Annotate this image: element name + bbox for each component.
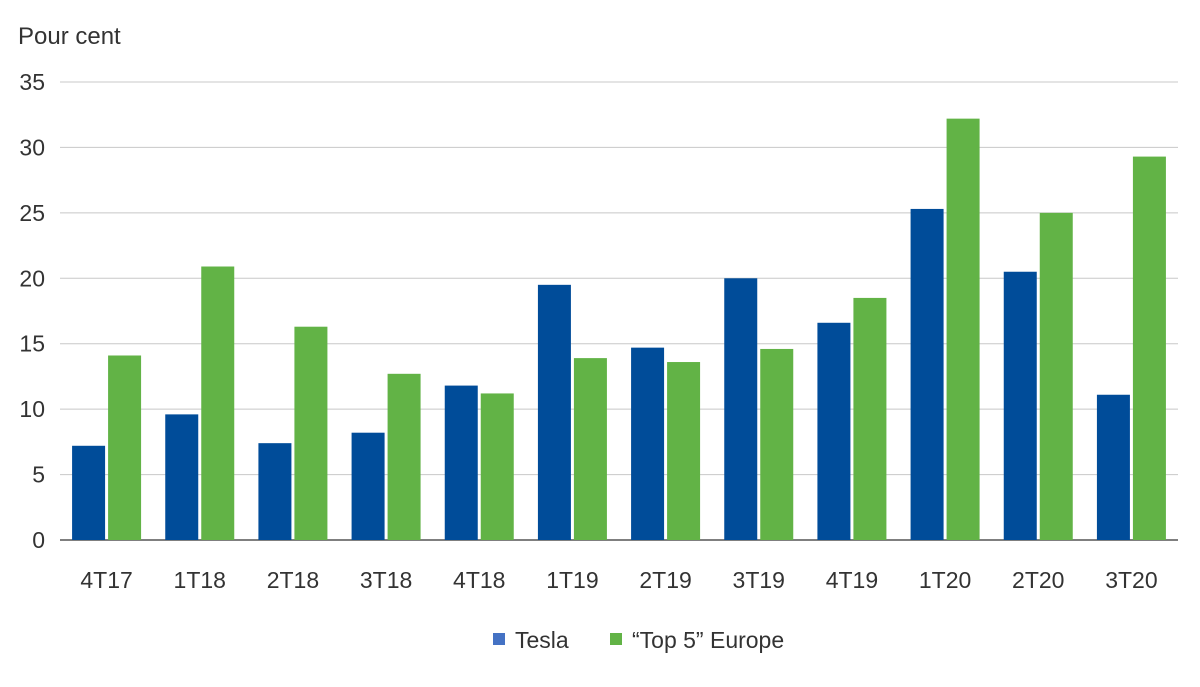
x-tick-label: 3T19 <box>733 567 785 593</box>
bar-tesla <box>1096 394 1130 540</box>
x-tick-label: 1T19 <box>546 567 598 593</box>
bar-top5-europe <box>946 118 980 540</box>
x-tick-label: 2T20 <box>1012 567 1064 593</box>
bar-tesla <box>631 347 665 540</box>
bar-top5-europe <box>480 393 514 540</box>
y-axis-unit-label: Pour cent <box>18 23 121 50</box>
legend-swatch-tesla <box>493 633 505 645</box>
bar-top5-europe <box>387 373 421 540</box>
bar-top5-europe <box>760 348 794 540</box>
bar-tesla <box>724 278 758 540</box>
legend-label-top5-europe: “Top 5” Europe <box>632 627 784 653</box>
legend-label-tesla: Tesla <box>515 627 569 653</box>
y-tick-label: 35 <box>19 69 45 95</box>
x-tick-label: 1T20 <box>919 567 971 593</box>
y-tick-label: 5 <box>32 462 45 488</box>
bar-top5-europe <box>667 362 701 540</box>
bars <box>72 118 1166 541</box>
legend-swatch-top5-europe <box>610 633 622 645</box>
y-tick-label: 30 <box>19 134 45 160</box>
x-tick-label: 4T19 <box>826 567 878 593</box>
bar-tesla <box>351 432 385 540</box>
bar-top5-europe <box>1132 156 1166 541</box>
x-axis-ticks: 4T17 1T18 2T18 3T18 4T18 1T19 2T19 3T19 4T19 1T20… <box>80 567 1157 593</box>
gridlines <box>60 81 1178 541</box>
x-tick-label: 2T19 <box>639 567 691 593</box>
x-tick-label: 2T18 <box>267 567 319 593</box>
bar-top5-europe <box>108 355 142 540</box>
y-tick-label: 0 <box>32 527 45 553</box>
bar-tesla <box>258 443 292 540</box>
y-tick-label: 10 <box>19 396 45 422</box>
y-tick-label: 20 <box>19 265 45 291</box>
y-tick-label: 25 <box>19 200 45 226</box>
x-tick-label: 3T20 <box>1105 567 1157 593</box>
x-tick-label: 3T18 <box>360 567 412 593</box>
legend: Tesla “Top 5” Europe <box>493 627 784 653</box>
x-tick-label: 4T18 <box>453 567 505 593</box>
x-tick-label: 4T17 <box>80 567 132 593</box>
y-axis-ticks: 0 5 10 15 20 25 30 35 <box>19 69 45 553</box>
bar-top5-europe <box>573 358 607 540</box>
bar-tesla <box>1003 271 1037 540</box>
bar-tesla <box>444 385 478 540</box>
bar-tesla <box>165 414 199 540</box>
bar-tesla <box>910 208 944 540</box>
x-tick-label: 1T18 <box>174 567 226 593</box>
bar-tesla <box>817 322 851 540</box>
bar-tesla <box>537 284 571 540</box>
bar-top5-europe <box>201 266 235 540</box>
bar-top5-europe <box>853 297 887 540</box>
bar-top5-europe <box>1039 212 1073 540</box>
bar-top5-europe <box>294 326 328 540</box>
bar-tesla <box>72 445 106 540</box>
y-tick-label: 15 <box>19 331 45 357</box>
